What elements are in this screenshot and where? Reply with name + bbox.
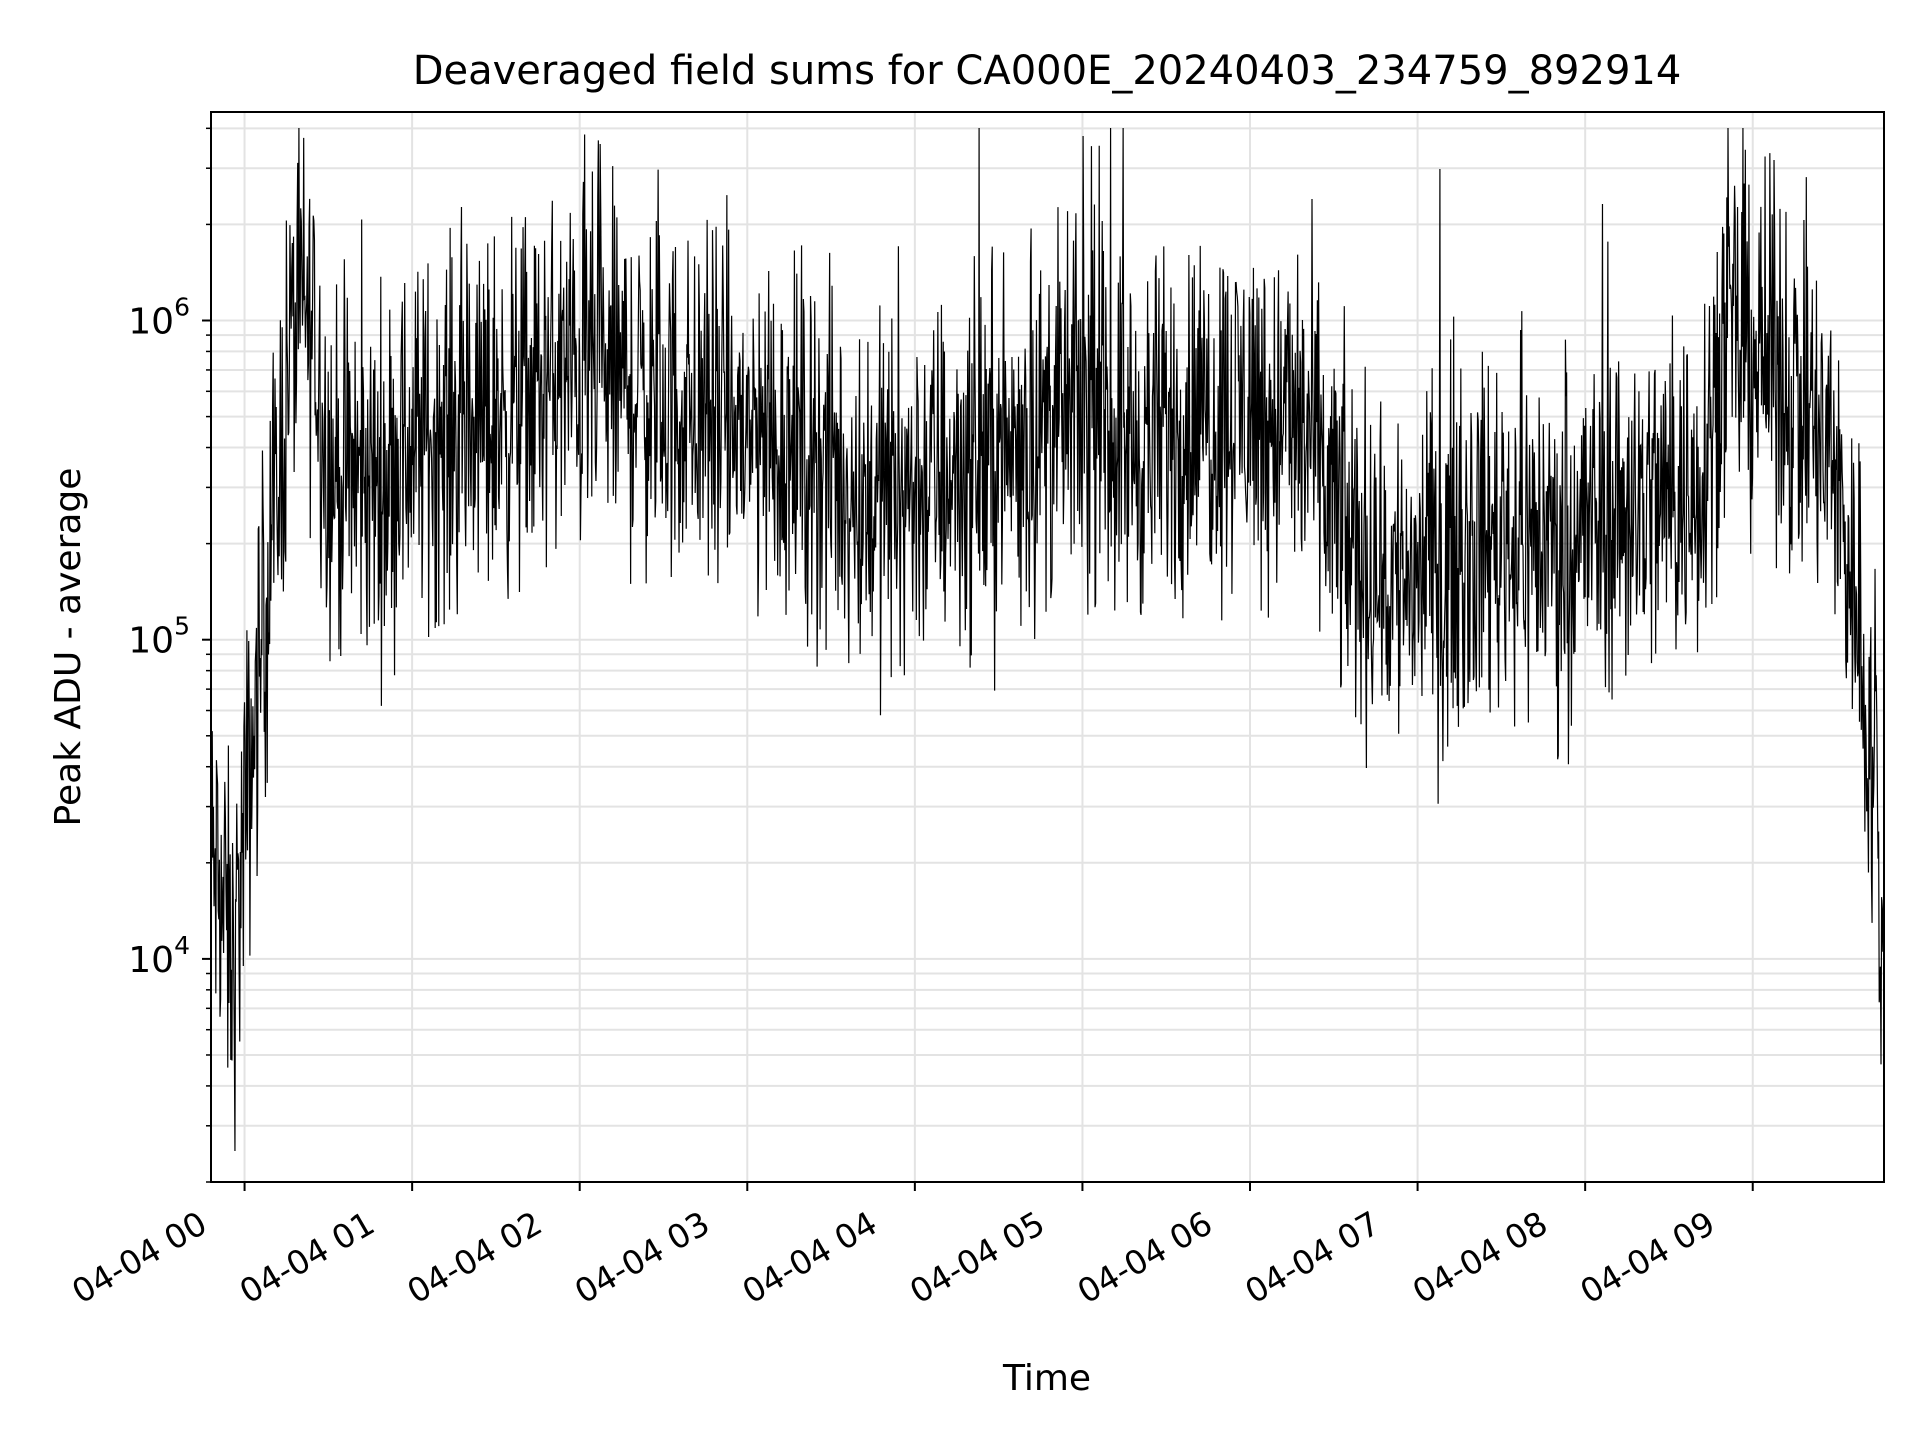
y-tick-label: 105	[128, 612, 190, 662]
chart-title: Deaveraged field sums for CA000E_2024040…	[413, 48, 1682, 94]
y-tick-label: 104	[128, 931, 190, 981]
data-series	[210, 127, 1885, 1151]
y-axis-label: Peak ADU - average	[48, 468, 89, 827]
y-axis-ticks: 104 105 106	[128, 127, 211, 1183]
series-line	[210, 127, 1885, 1151]
axes-frame	[210, 111, 1885, 1183]
y-tick-label: 106	[128, 293, 190, 343]
x-axis-label: Time	[1002, 1358, 1091, 1399]
